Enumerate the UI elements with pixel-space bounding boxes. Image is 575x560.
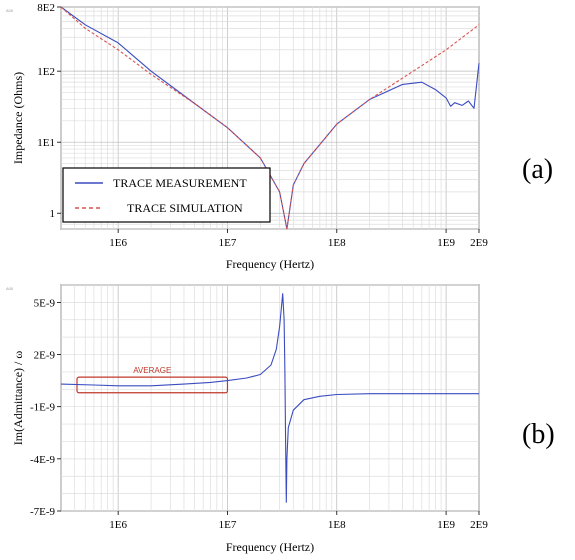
chart-b-x-axis-label: Frequency (Hertz) — [226, 540, 314, 554]
y-tick-label: 5E-9 — [34, 297, 56, 309]
average-annotation-label: AVERAGE — [133, 366, 171, 375]
chart-a-x-axis-label: Frequency (Hertz) — [226, 257, 314, 271]
chart-b-corner-mark: A00 — [6, 286, 14, 291]
series-line-measurement — [60, 293, 479, 503]
chart-a-series — [60, 6, 480, 230]
chart-a-corner-mark: A00 — [6, 8, 14, 13]
chart-a-impedance: 1E6 1E7 1E8 1E9 2E9 1 1E1 1E2 8E2 A00 Frequency… — [6, 2, 553, 271]
y-tick-label: 1 — [50, 208, 56, 220]
x-tick-label: 2E9 — [470, 237, 488, 249]
chart-a-x-ticks: 1E6 1E7 1E8 1E9 2E9 — [109, 229, 488, 249]
y-tick-label: 8E2 — [37, 2, 55, 14]
legend-box — [62, 167, 271, 223]
y-tick-label: -7E-9 — [30, 506, 56, 518]
legend-entry-measurement: TRACE MEASUREMENT — [113, 176, 247, 190]
x-tick-label: 1E9 — [437, 519, 455, 531]
chart-b-y-ticks: 5E-9 2E-9 -1E-9 -4E-9 -7E-9 — [30, 297, 61, 518]
x-tick-label: 1E9 — [437, 237, 455, 249]
panel-label-a: (a) — [522, 154, 553, 185]
chart-a-legend: TRACE MEASUREMENT TRACE SIMULATION — [62, 167, 271, 223]
x-tick-label: 1E8 — [328, 237, 346, 249]
y-tick-label: -4E-9 — [30, 454, 56, 466]
chart-b-grid — [60, 284, 480, 512]
y-tick-label: 1E2 — [37, 66, 55, 78]
y-tick-label: 2E-9 — [34, 350, 56, 362]
legend-entry-simulation: TRACE SIMULATION — [127, 201, 243, 215]
chart-a-y-axis-label: Impedance (Ohms) — [11, 72, 25, 164]
panel-label-b: (b) — [522, 419, 555, 450]
y-tick-label: 1E1 — [37, 137, 55, 149]
x-tick-label: 1E6 — [109, 519, 127, 531]
x-tick-label: 1E7 — [219, 519, 237, 531]
chart-b-y-axis-label: Im(Admittance) / ω — [11, 351, 25, 446]
x-tick-label: 1E7 — [219, 237, 237, 249]
series-line-simulation — [60, 6, 480, 230]
x-tick-label: 1E8 — [328, 519, 346, 531]
x-tick-label: 1E6 — [109, 237, 127, 249]
chart-b-series — [60, 293, 479, 503]
x-tick-label: 2E9 — [470, 519, 488, 531]
chart-a-y-ticks: 1 1E1 1E2 8E2 — [37, 2, 61, 220]
chart-b-plot-area — [60, 284, 480, 512]
chart-b-x-ticks: 1E6 1E7 1E8 1E9 2E9 — [109, 511, 488, 531]
chart-b-admittance: AVERAGE 1E6 1E7 1E8 1E9 2E9 5E-9 2E-9 -1E-9 -4E… — [6, 284, 555, 554]
y-tick-label: -1E-9 — [30, 402, 56, 414]
